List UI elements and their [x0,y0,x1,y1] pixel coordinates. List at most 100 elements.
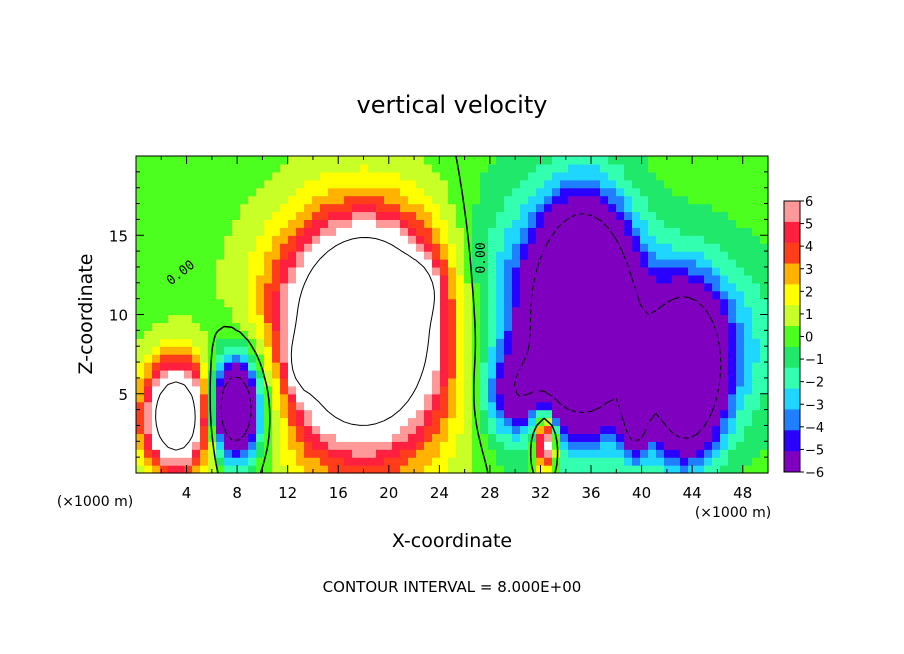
heatmap-cell [408,179,417,189]
heatmap-cell [576,409,585,419]
heatmap-cell [632,377,641,387]
heatmap-cell [680,179,689,189]
heatmap-cell [208,338,217,347]
heatmap-cell [688,457,697,466]
heatmap-cell [624,211,633,220]
heatmap-cell [336,306,345,316]
heatmap-cell [536,282,545,292]
heatmap-cell [328,322,337,331]
heatmap-cell [328,195,337,205]
heatmap-cell [376,377,385,387]
heatmap-cell [384,441,393,450]
heatmap-cell [656,465,665,474]
heatmap-cell [160,441,169,450]
heatmap-cell [352,179,361,189]
heatmap-cell [456,227,465,236]
heatmap-cell [416,171,425,181]
heatmap-cell [552,259,561,268]
colorbar-segment [784,242,800,265]
heatmap-cell [360,195,369,205]
heatmap-cell [240,393,249,403]
heatmap-cell [312,274,321,284]
heatmap-cell [296,187,305,197]
heatmap-cell [584,298,593,308]
heatmap-cell [320,322,329,331]
heatmap-cell [232,314,241,324]
heatmap-cell [256,251,265,260]
heatmap-cell [456,171,465,181]
heatmap-cell [288,433,297,442]
heatmap-cell [240,259,249,268]
heatmap-cell [384,243,393,252]
heatmap-cell [312,457,321,466]
heatmap-cell [720,425,729,434]
heatmap-cell [192,227,201,236]
heatmap-cell [152,227,161,236]
heatmap-cell [488,362,497,371]
heatmap-cell [544,211,553,220]
heatmap-cell [688,362,697,371]
heatmap-cell [392,433,401,442]
heatmap-cell [696,369,705,379]
heatmap-cell [160,235,169,244]
heatmap-cell [376,338,385,347]
heatmap-cell [136,156,145,165]
heatmap-cell [240,362,249,371]
heatmap-cell [672,179,681,189]
heatmap-cell [504,306,513,316]
heatmap-cell [664,274,673,284]
heatmap-cell [464,401,473,411]
heatmap-cell [544,425,553,434]
heatmap-cell [600,385,609,395]
heatmap-cell [272,195,281,205]
heatmap-cell [304,282,313,292]
heatmap-cell [248,156,257,165]
heatmap-cell [608,187,617,197]
heatmap-cell [480,401,489,411]
heatmap-cell [440,219,449,228]
heatmap-cell [704,346,713,355]
heatmap-cell [592,346,601,355]
heatmap-cell [648,274,657,284]
heatmap-cell [760,441,769,450]
heatmap-cell [208,179,217,189]
heatmap-cell [184,171,193,181]
heatmap-cell [160,457,169,466]
heatmap-cell [272,179,281,189]
heatmap-cell [408,369,417,379]
heatmap-cell [536,163,545,173]
heatmap-cell [416,338,425,347]
heatmap-cell [200,385,209,395]
heatmap-cell [552,203,561,213]
heatmap-cell [520,243,529,252]
heatmap-cell [696,195,705,205]
heatmap-cell [472,330,481,339]
heatmap-cell [576,298,585,308]
heatmap-cell [176,298,185,308]
heatmap-cell [400,330,409,339]
heatmap-cell [448,362,457,371]
heatmap-cell [424,274,433,284]
heatmap-cell [760,409,769,419]
heatmap-cell [368,322,377,331]
heatmap-cell [344,457,353,466]
heatmap-cell [432,306,441,316]
heatmap-cell [144,282,153,292]
heatmap-cell [224,314,233,324]
heatmap-cell [744,457,753,466]
heatmap-cell [472,203,481,213]
heatmap-cell [192,330,201,339]
heatmap-cell [168,282,177,292]
heatmap-cell [384,322,393,331]
heatmap-cell [552,187,561,197]
heatmap-cell [664,179,673,189]
heatmap-cell [608,195,617,205]
heatmap-cell [632,211,641,220]
heatmap-cell [136,266,145,276]
heatmap-cell [400,187,409,197]
heatmap-cell [472,338,481,347]
heatmap-cell [656,290,665,300]
heatmap-cell [184,409,193,419]
heatmap-cell [136,282,145,292]
heatmap-cell [160,338,169,347]
